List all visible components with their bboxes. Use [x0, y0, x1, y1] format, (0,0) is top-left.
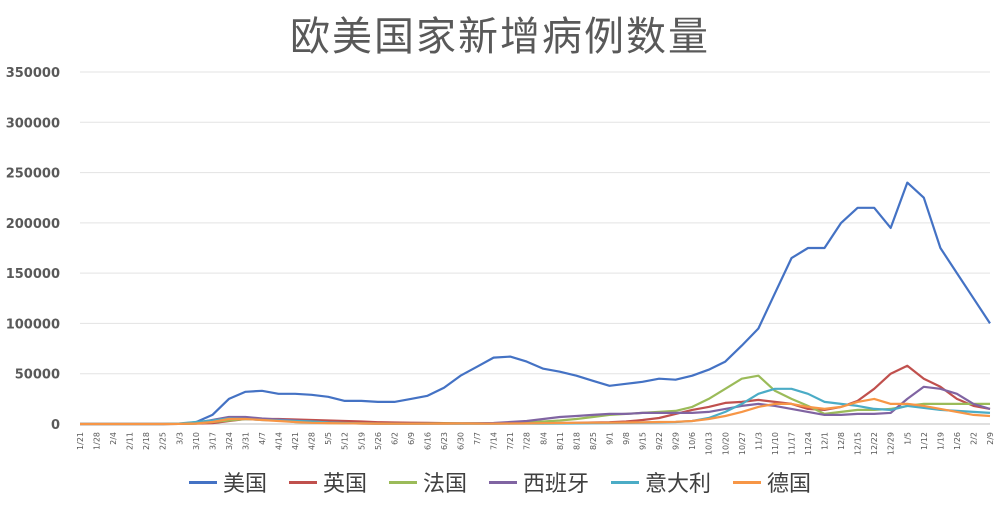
x-tick-label: 12/29: [887, 432, 896, 455]
y-tick-label: 100000: [6, 317, 60, 332]
x-tick-label: 4/21: [291, 432, 300, 450]
y-tick-label: 150000: [6, 267, 60, 282]
x-tick-label: 8/25: [589, 432, 598, 450]
x-tick-label: 7/28: [523, 432, 532, 450]
legend-label: 法国: [422, 472, 467, 497]
y-tick-label: 50000: [15, 368, 60, 383]
x-tick-label: 1/21: [76, 432, 85, 450]
legend-label: 意大利: [645, 472, 712, 497]
x-tick-label: 3/24: [225, 432, 234, 450]
x-tick-label: 2/11: [126, 432, 135, 450]
x-tick-label: 7/21: [506, 432, 515, 450]
x-tick-label: 10/13: [705, 432, 714, 455]
legend-swatch: [489, 480, 517, 484]
x-tick-label: 1/19: [936, 432, 945, 450]
x-tick-label: 4/28: [308, 432, 317, 450]
x-tick-label: 12/8: [837, 432, 846, 450]
x-tick-label: 6/23: [440, 432, 449, 450]
x-tick-label: 9/29: [672, 432, 681, 450]
y-tick-label: 250000: [6, 167, 60, 182]
x-tick-label: 10/27: [738, 432, 747, 455]
x-tick-label: 11/3: [754, 432, 763, 450]
legend-swatch: [188, 480, 217, 484]
legend-swatch: [733, 480, 762, 484]
series-line-英国: [80, 364, 991, 426]
legend-item: 德国: [733, 466, 811, 498]
y-tick-label: 200000: [6, 217, 60, 232]
x-tick-label: 6/16: [423, 432, 432, 450]
legend-item: 西班牙: [489, 466, 589, 498]
x-tick-label: 3/10: [192, 432, 201, 450]
x-tick-label: 1/26: [953, 432, 962, 450]
x-tick-label: 12/15: [854, 432, 863, 455]
legend-label: 西班牙: [523, 472, 590, 497]
x-tick-label: 2/4: [109, 432, 118, 445]
y-tick-label: 350000: [6, 66, 60, 81]
legend-swatch: [611, 480, 640, 484]
x-axis-ticks: 1/21 1/28 2/4 2/11 2/18 2/25 3/3 3/10 3/17 3/24 3/…: [76, 432, 995, 455]
x-tick-label: 9/22: [655, 432, 664, 450]
x-tick-label: 5/19: [357, 432, 366, 450]
chart-title: 欧美国家新增病例数量: [290, 14, 710, 60]
y-axis-ticks: 0 50000 100000 150000 200000 250000 300000 3500…: [6, 66, 60, 433]
legend-swatch: [388, 480, 417, 484]
series-line-法国: [80, 374, 990, 426]
x-tick-label: 1/12: [920, 432, 929, 450]
x-tick-label: 10/6: [688, 432, 697, 450]
x-tick-label: 8/18: [572, 432, 581, 450]
x-tick-label: 3/3: [175, 432, 184, 445]
legend-label: 英国: [322, 472, 367, 497]
x-tick-label: 5/26: [374, 432, 383, 450]
x-tick-label: 7/7: [473, 432, 482, 445]
series-line-西班牙: [80, 385, 991, 426]
legend-swatch: [288, 480, 317, 484]
y-tick-label: 300000: [6, 116, 60, 131]
x-tick-label: 8/11: [556, 432, 565, 450]
legend-item: 法国: [388, 466, 467, 498]
series-line-美国: [80, 181, 991, 426]
legend-label: 美国: [222, 472, 267, 497]
x-tick-label: 1/28: [93, 432, 102, 450]
x-tick-label: 3/17: [208, 432, 217, 450]
x-tick-label: 9/8: [622, 432, 631, 445]
x-tick-label: 5/5: [324, 432, 333, 445]
legend-item: 意大利: [611, 466, 711, 498]
x-tick-label: 11/17: [787, 432, 796, 455]
series-line-德国: [80, 397, 991, 426]
legend-label: 德国: [767, 472, 812, 497]
x-tick-label: 7/14: [490, 432, 499, 450]
x-tick-label: 11/10: [771, 432, 780, 455]
x-tick-label: 2/9: [986, 432, 995, 445]
x-tick-label: 11/24: [804, 432, 813, 455]
x-tick-label: 12/22: [870, 432, 879, 455]
x-tick-label: 5/12: [341, 432, 350, 450]
x-tick-label: 4/7: [258, 432, 267, 445]
legend-item: 美国: [188, 466, 267, 498]
x-tick-label: 1/5: [903, 432, 912, 445]
x-tick-label: 2/25: [159, 432, 168, 450]
x-tick-label: 6/30: [457, 432, 466, 450]
legend: 美国 英国 法国 西班牙 意大利 德国: [0, 466, 1000, 498]
gridlines: [80, 71, 990, 425]
x-tick-label: 12/1: [821, 432, 830, 450]
x-tick-label: 4/14: [275, 432, 284, 450]
x-tick-label: 6/9: [407, 432, 416, 445]
x-tick-label: 6/2: [390, 432, 399, 445]
x-tick-label: 3/31: [241, 432, 250, 450]
x-tick-label: 9/15: [639, 432, 648, 450]
x-tick-label: 10/20: [721, 432, 730, 455]
x-tick-label: 2/2: [969, 432, 978, 445]
legend-item: 英国: [288, 466, 367, 498]
x-tick-label: 2/18: [142, 432, 151, 450]
x-tick-label: 9/1: [605, 432, 614, 445]
x-tick-label: 8/4: [539, 432, 548, 445]
series-lines: [80, 181, 991, 426]
y-tick-label: 0: [51, 418, 60, 433]
